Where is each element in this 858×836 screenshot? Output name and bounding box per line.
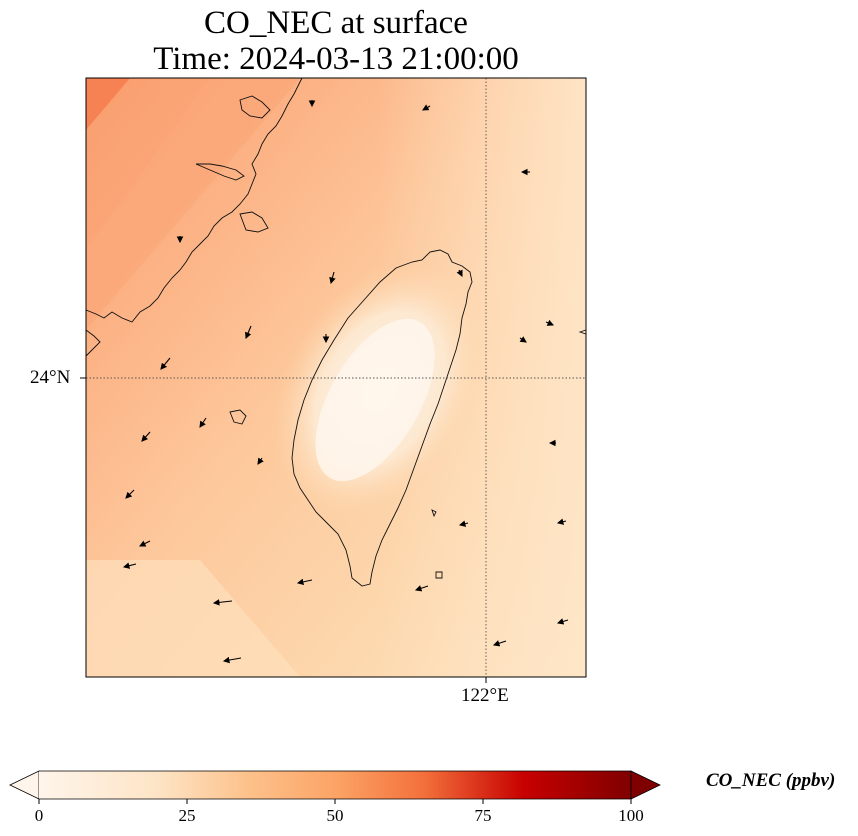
taiwan-coastline	[291, 249, 473, 587]
map-panel	[80, 77, 587, 683]
map-title: CO_NEC at surface	[204, 5, 468, 41]
colorbar-tick: 25	[178, 806, 196, 825]
wind-vectors	[122, 100, 569, 664]
map-time: Time: 2024-03-13 21:00:00	[153, 41, 519, 77]
colorbar-tick: 100	[618, 806, 644, 825]
colorbar-label: CO_NEC (ppbv)	[706, 770, 836, 791]
colorbar-tick: 50	[326, 806, 344, 825]
lon-tick-label: 122°E	[461, 685, 509, 706]
concentration-field	[86, 78, 586, 677]
colorbar	[9, 770, 661, 804]
lat-tick-label: 24°N	[30, 367, 71, 388]
china-coastline	[85, 77, 303, 323]
colorbar-tick: 0	[34, 806, 44, 825]
colorbar-tick: 75	[474, 806, 492, 825]
